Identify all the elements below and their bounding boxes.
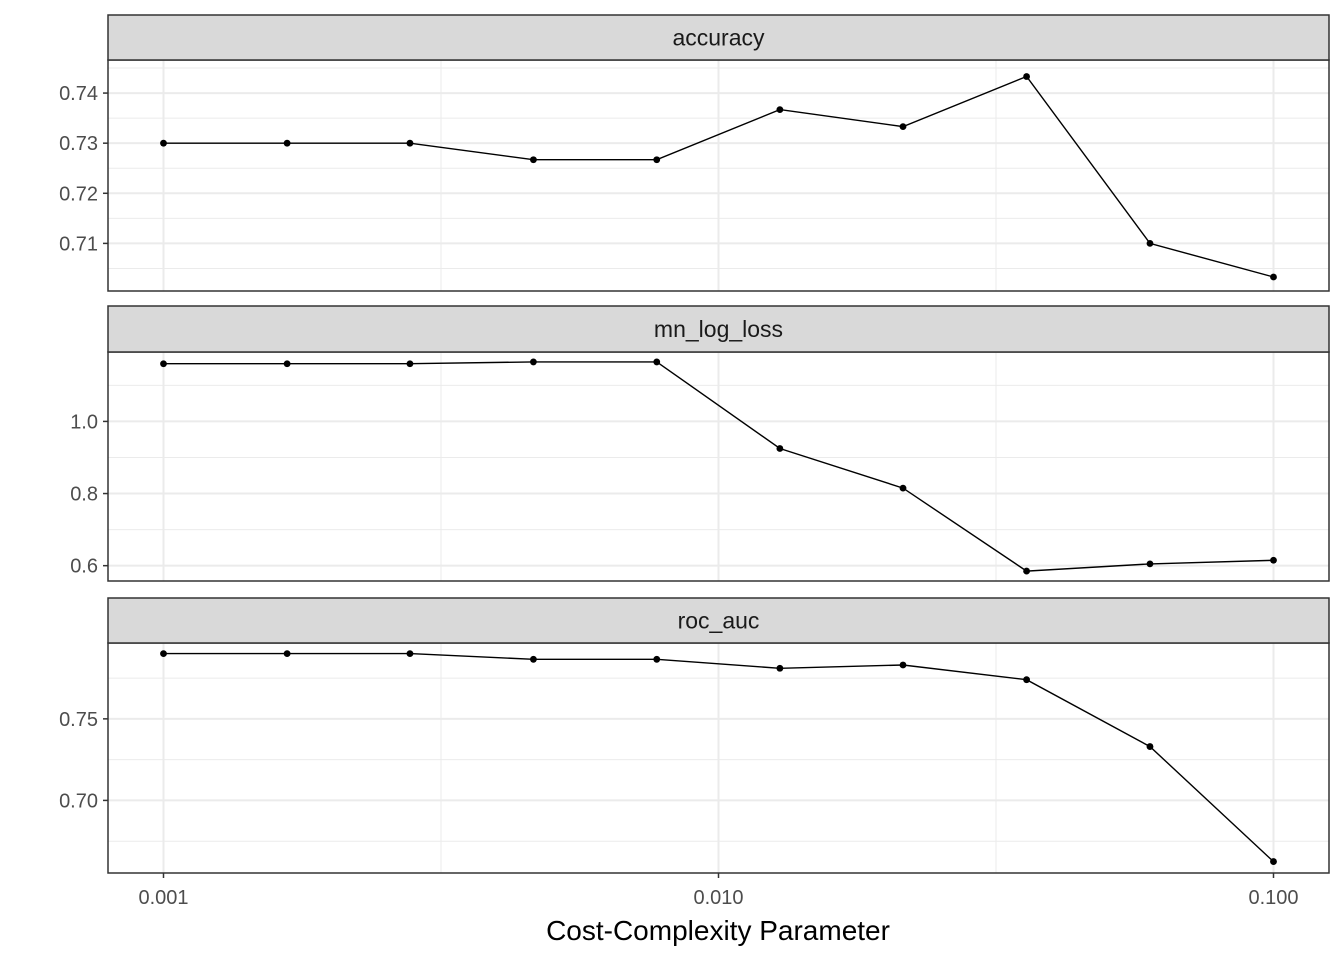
y-tick-label: 0.72 — [59, 183, 98, 205]
data-point — [776, 445, 784, 452]
data-point — [899, 484, 907, 492]
data-point — [406, 650, 414, 658]
series-line — [163, 361, 1274, 572]
data-point — [1146, 560, 1154, 568]
data-point — [283, 360, 291, 368]
x-tick-label: 0.001 — [138, 887, 188, 909]
panels-layer: 0.71 0.72 0.73 0.74 accuracy 0.6 0.8 1.0 mn_log_… — [59, 14, 1330, 874]
y-tick-label: 0.8 — [70, 484, 98, 506]
panel-mn_log_loss: 0.6 0.8 1.0 mn_log_loss — [70, 305, 1330, 582]
data-point — [1146, 743, 1154, 750]
data-point — [653, 358, 661, 366]
y-tick-label: 0.70 — [59, 790, 98, 812]
panel-accuracy: 0.71 0.72 0.73 0.74 accuracy — [59, 14, 1330, 292]
data-point — [530, 358, 537, 366]
data-point — [899, 661, 907, 669]
data-point — [530, 156, 537, 164]
data-point — [1023, 676, 1030, 684]
data-point — [1023, 567, 1030, 575]
y-tick-label: 0.74 — [59, 83, 98, 105]
data-point — [283, 139, 291, 147]
x-tick-label: 0.100 — [1248, 887, 1298, 909]
facet-strip-label: mn_log_loss — [654, 316, 783, 342]
series-line — [163, 75, 1274, 278]
facet-strip — [107, 305, 1330, 353]
data-point — [1146, 239, 1154, 247]
data-point — [653, 655, 661, 663]
data-point — [899, 123, 907, 131]
data-point — [776, 664, 784, 672]
data-point — [283, 650, 291, 658]
x-axis: 0.001 0.010 0.100 — [138, 873, 1299, 909]
data-point — [406, 139, 414, 147]
panel-roc_auc: 0.70 0.75 roc_auc — [59, 597, 1330, 874]
data-point — [406, 360, 414, 368]
y-tick-label: 0.73 — [59, 133, 98, 155]
y-tick-label: 0.75 — [59, 709, 98, 731]
facet-strip-label: roc_auc — [678, 608, 760, 634]
data-point — [1270, 858, 1277, 865]
facet-strip — [107, 597, 1330, 644]
series-line — [163, 652, 1274, 863]
y-tick-label: 0.6 — [70, 556, 98, 578]
x-axis-title: Cost-Complexity Parameter — [546, 915, 890, 946]
data-point — [160, 360, 167, 368]
y-tick-label: 1.0 — [70, 411, 98, 433]
data-point — [160, 139, 167, 147]
y-tick-label: 0.71 — [59, 233, 98, 255]
data-point — [653, 156, 661, 164]
data-point — [776, 106, 784, 114]
data-point — [160, 650, 167, 658]
data-point — [1270, 556, 1277, 564]
x-tick-label: 0.010 — [693, 887, 743, 909]
data-point — [1023, 73, 1030, 80]
data-point — [1270, 273, 1277, 281]
data-point — [530, 655, 537, 663]
facet-strip — [107, 14, 1330, 61]
facet-strip-label: accuracy — [672, 25, 765, 51]
